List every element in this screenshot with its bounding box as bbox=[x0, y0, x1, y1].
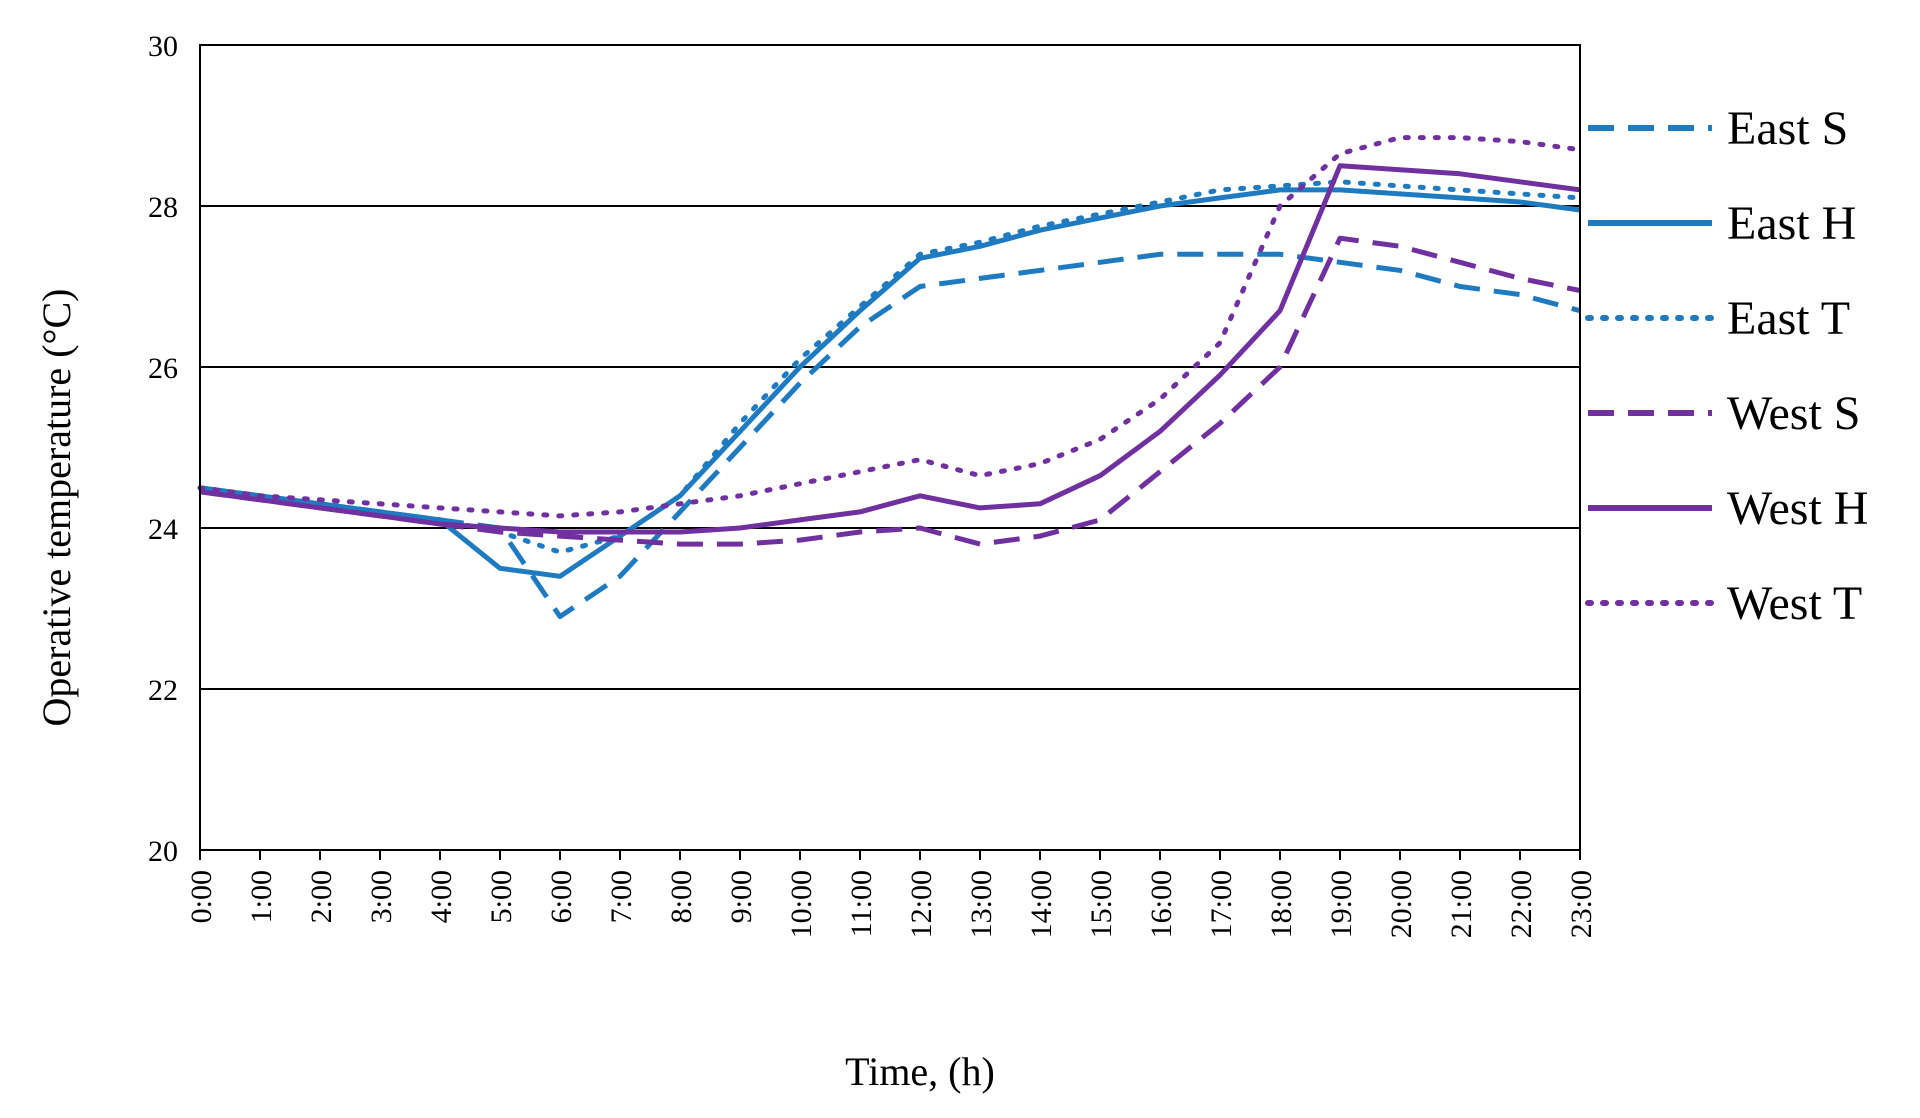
legend-label: West S bbox=[1727, 387, 1860, 440]
x-tick-label: 14:00 bbox=[1025, 870, 1058, 938]
x-tick-label: 8:00 bbox=[665, 870, 698, 923]
y-axis-ticks: 20 22 24 26 28 30 bbox=[148, 30, 178, 868]
x-tick-label: 21:00 bbox=[1445, 870, 1478, 938]
x-tick-label: 16:00 bbox=[1145, 870, 1178, 938]
x-tick-label: 11:00 bbox=[845, 870, 878, 937]
x-tick-label: 23:00 bbox=[1565, 870, 1598, 938]
x-tick-label: 19:00 bbox=[1325, 870, 1358, 938]
series-line-east-t bbox=[197, 179, 1583, 555]
plot-frame bbox=[199, 44, 1581, 851]
x-tick-label: 20:00 bbox=[1385, 870, 1418, 938]
series-line-west-s bbox=[199, 235, 1581, 547]
x-tick-label: 6:00 bbox=[545, 870, 578, 923]
x-tick-label: 13:00 bbox=[965, 870, 998, 938]
x-tick-label: 7:00 bbox=[605, 870, 638, 923]
y-tick-label: 30 bbox=[148, 30, 178, 63]
x-tick-label: 15:00 bbox=[1085, 870, 1118, 938]
y-axis-title: Operative temperature (°C) bbox=[34, 288, 79, 726]
legend-label: East H bbox=[1727, 197, 1856, 250]
x-tick-label: 5:00 bbox=[485, 870, 518, 923]
legend: East S East H East T West S West H West T bbox=[1585, 102, 1868, 630]
legend-label: West H bbox=[1727, 482, 1868, 535]
x-tick-label: 0:00 bbox=[185, 870, 218, 923]
x-tick-label: 10:00 bbox=[785, 870, 818, 938]
legend-label: East T bbox=[1727, 292, 1850, 345]
series-lines bbox=[197, 135, 1583, 620]
y-tick-label: 22 bbox=[148, 674, 178, 707]
y-tick-label: 26 bbox=[148, 352, 178, 385]
series-line-west-h bbox=[199, 163, 1581, 535]
x-tick-label: 12:00 bbox=[905, 870, 938, 938]
x-tick-label: 22:00 bbox=[1505, 870, 1538, 938]
x-tick-label: 2:00 bbox=[305, 870, 338, 923]
x-tick-label: 17:00 bbox=[1205, 870, 1238, 938]
x-axis-title: Time, (h) bbox=[845, 1049, 995, 1094]
series-line-east-h bbox=[199, 187, 1581, 579]
series-line-east-s bbox=[199, 251, 1581, 620]
grid-lines bbox=[200, 205, 1580, 690]
x-axis-ticks: 0:00 1:00 2:00 3:00 4:00 5:00 6:00 7:00 8:00 9:00… bbox=[185, 850, 1598, 938]
x-tick-label: 9:00 bbox=[725, 870, 758, 923]
legend-label: East S bbox=[1727, 102, 1848, 155]
series-line-west-t bbox=[197, 135, 1583, 519]
legend-label: West T bbox=[1727, 577, 1862, 630]
x-tick-label: 3:00 bbox=[365, 870, 398, 923]
x-tick-label: 1:00 bbox=[245, 870, 278, 923]
y-tick-label: 28 bbox=[148, 191, 178, 224]
x-tick-label: 18:00 bbox=[1265, 870, 1298, 938]
x-tick-label: 4:00 bbox=[425, 870, 458, 923]
y-tick-label: 24 bbox=[148, 513, 178, 546]
y-tick-label: 20 bbox=[148, 835, 178, 868]
